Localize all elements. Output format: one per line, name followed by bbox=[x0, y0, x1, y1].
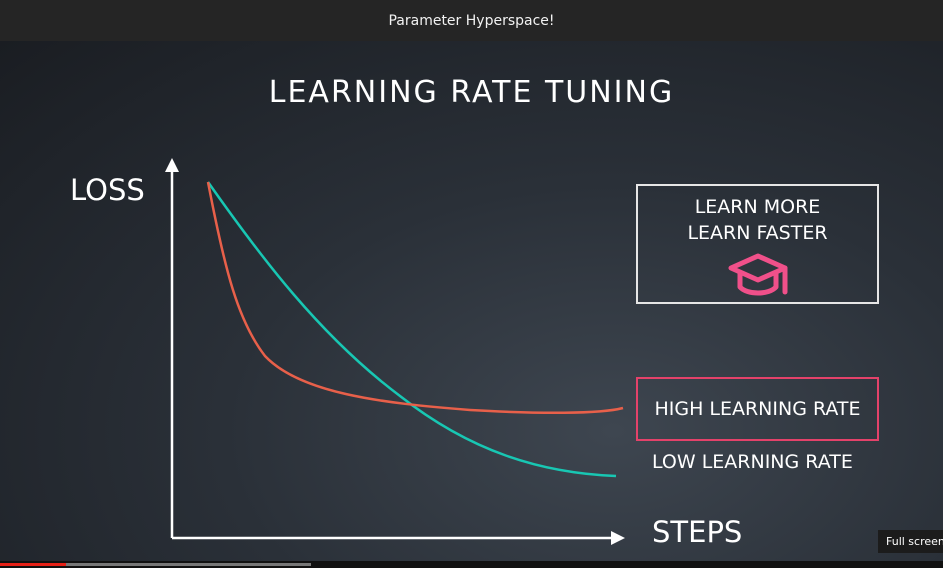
video-title[interactable]: Parameter Hyperspace! bbox=[388, 12, 555, 29]
graduation-cap-icon bbox=[728, 253, 787, 296]
y-axis-arrow bbox=[165, 158, 179, 172]
fullscreen-tooltip: Full screen bbox=[878, 530, 943, 553]
legend-low-learning-rate: LOW LEARNING RATE bbox=[652, 451, 853, 473]
progress-bar[interactable] bbox=[0, 561, 943, 568]
legend-high-learning-rate: HIGH LEARNING RATE bbox=[636, 377, 879, 441]
legend-high-label: HIGH LEARNING RATE bbox=[654, 398, 861, 420]
video-frame[interactable]: LEARNING RATE TUNING LOSS STEPS LEARN MO… bbox=[0, 41, 943, 561]
info-box: LEARN MORE LEARN FASTER bbox=[636, 184, 879, 304]
info-line-2: LEARN FASTER bbox=[687, 222, 828, 244]
high-learning-rate-curve bbox=[206, 181, 624, 415]
progress-played bbox=[0, 563, 66, 566]
progress-buffered bbox=[0, 563, 312, 566]
low-learning-rate-curve bbox=[206, 181, 617, 478]
y-axis-label: LOSS bbox=[70, 173, 145, 207]
info-line-1: LEARN MORE bbox=[694, 196, 821, 218]
x-axis-label: STEPS bbox=[652, 515, 743, 549]
video-title-bar: Parameter Hyperspace! bbox=[0, 0, 943, 41]
x-axis-arrow bbox=[611, 531, 625, 545]
loss-chart bbox=[165, 158, 625, 545]
slide-title: LEARNING RATE TUNING bbox=[268, 75, 675, 110]
